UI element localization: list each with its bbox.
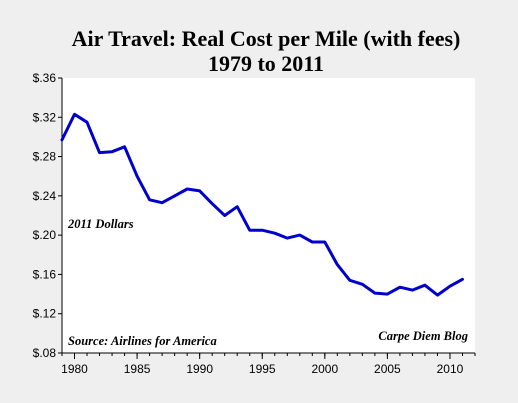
y-tick-label: $.24 xyxy=(33,189,57,203)
y-tick-label: $.12 xyxy=(33,307,57,321)
y-tick-label: $.16 xyxy=(33,267,57,281)
chart-subtitle: 1979 to 2011 xyxy=(208,51,324,76)
x-tick-label: 2005 xyxy=(374,362,401,376)
x-tick-label: 1985 xyxy=(124,362,151,376)
x-tick-label: 2000 xyxy=(311,362,338,376)
y-tick-label: $.36 xyxy=(33,71,57,85)
chart-title: Air Travel: Real Cost per Mile (with fee… xyxy=(72,26,461,51)
y-tick-label: $.32 xyxy=(33,110,57,124)
series-layer xyxy=(60,112,464,297)
series-line xyxy=(60,112,464,297)
x-tick-label: 1990 xyxy=(186,362,213,376)
y-tick-label: $.20 xyxy=(33,228,57,242)
axes: $.08 $.12 $.16 $.20 $.24 $.28 $.32 $.36 1980 1985… xyxy=(33,71,476,376)
y-tick-label: $.28 xyxy=(33,150,57,164)
credit-annotation: Carpe Diem Blog xyxy=(378,329,468,343)
x-tick-label: 1980 xyxy=(61,362,88,376)
plot-area xyxy=(62,78,475,353)
y-tick-label: $.08 xyxy=(33,346,57,360)
x-tick-label: 1995 xyxy=(249,362,276,376)
units-annotation: 2011 Dollars xyxy=(67,217,134,231)
source-annotation: Source: Airlines for America xyxy=(68,334,217,348)
x-tick-label: 2010 xyxy=(437,362,464,376)
